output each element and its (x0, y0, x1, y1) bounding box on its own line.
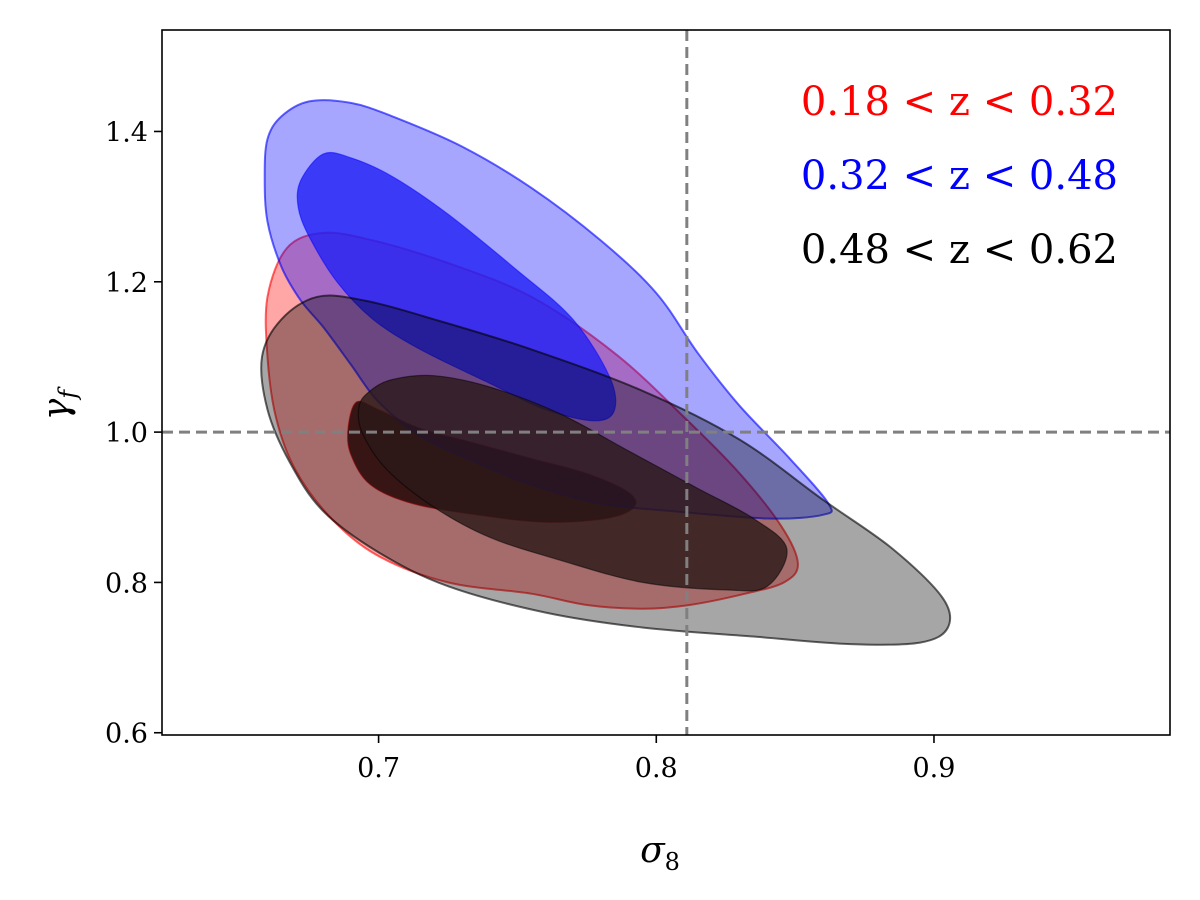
plot-frame (161, 29, 1171, 736)
y-tick-label: 1.4 (105, 117, 148, 148)
legend: 0.18 < z < 0.32 0.32 < z < 0.48 0.48 < z <… (801, 79, 1118, 273)
legend-entry-blue: 0.32 < z < 0.48 (801, 153, 1118, 199)
x-axis-ticks: 0.7 0.8 0.9 (357, 735, 955, 784)
contour-layer (260, 99, 952, 646)
legend-entry-black: 0.48 < z < 0.62 (801, 227, 1118, 273)
legend-entry-red: 0.18 < z < 0.32 (801, 79, 1118, 125)
y-axis-label-symbol: γ (36, 398, 77, 420)
y-axis-ticks: 0.6 0.8 1.0 1.2 1.4 (105, 117, 162, 750)
contour-blue-inner (296, 151, 617, 422)
y-tick-label: 1.0 (105, 418, 148, 449)
y-axis-label-subscript: f (54, 386, 82, 401)
x-axis-label: σ8 (640, 830, 680, 876)
reference-lines (162, 30, 1170, 735)
y-tick-label: 0.8 (105, 568, 148, 599)
series-black (260, 294, 952, 646)
x-axis-label-symbol: σ (640, 830, 666, 871)
x-tick-label: 0.9 (912, 753, 955, 784)
y-tick-label: 1.2 (105, 268, 148, 299)
x-axis-label-subscript: 8 (665, 848, 680, 876)
x-tick-label: 0.7 (357, 753, 400, 784)
plot-background (162, 30, 1170, 735)
x-tick-label: 0.8 (635, 753, 678, 784)
contour-black-inner (357, 374, 788, 592)
y-axis-label: γf (36, 386, 82, 421)
y-tick-label: 0.6 (105, 719, 148, 750)
